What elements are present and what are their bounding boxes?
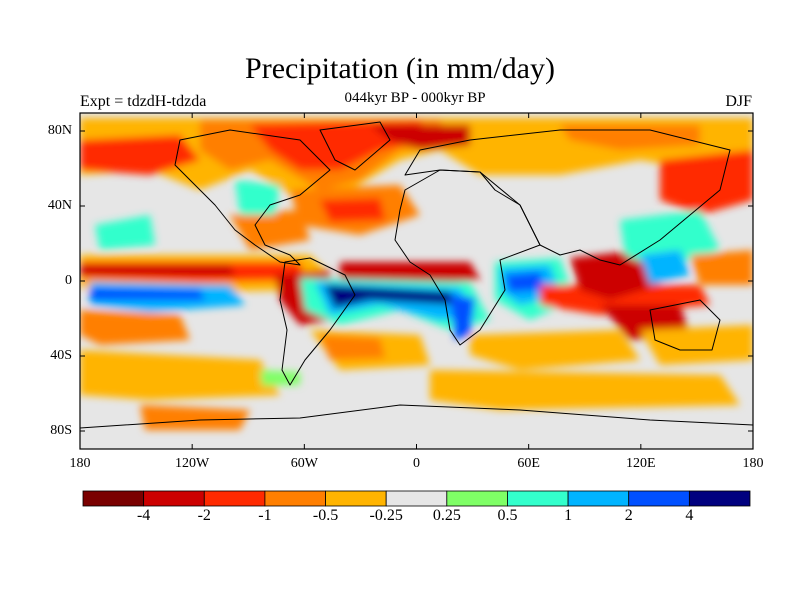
- colorbar-label: 2: [624, 507, 633, 524]
- field-region: [340, 262, 480, 285]
- field-region: [640, 325, 753, 365]
- colorbar-swatch: [567, 490, 630, 507]
- coast-north-america: [174, 129, 331, 266]
- colorbar-swatch: [446, 490, 508, 507]
- colorbar-label: -1: [258, 507, 272, 524]
- map-title: Precipitation (in mm/day): [245, 52, 555, 85]
- field-region: [450, 295, 475, 340]
- field-region: [95, 215, 155, 250]
- field-region: [430, 370, 740, 410]
- lon-label: 120W: [175, 456, 210, 471]
- field-region: [560, 125, 700, 150]
- field-region: [320, 198, 385, 222]
- lat-label: 40N: [47, 198, 72, 213]
- coast-antarctica: [80, 404, 753, 429]
- coast-greenland: [319, 121, 391, 171]
- colorbar-swatch: [628, 490, 690, 507]
- lon-label: 180: [69, 456, 91, 471]
- field-region: [690, 250, 753, 285]
- field-region: [505, 272, 545, 292]
- coast-australia: [649, 299, 721, 351]
- field-region: [80, 135, 200, 175]
- field-layer: [80, 113, 753, 449]
- colorbar-swatch: [82, 490, 145, 507]
- colorbar-swatch: [688, 490, 751, 507]
- coastlines: [80, 121, 753, 429]
- colorbar: [82, 490, 751, 507]
- season-label: DJF: [725, 93, 752, 110]
- experiment-label: Expt = tdzdH-tdzda: [80, 93, 207, 110]
- field-region: [260, 370, 300, 386]
- colorbar-swatch: [143, 490, 205, 507]
- lon-label: 120E: [626, 456, 656, 471]
- field-region: [370, 125, 470, 150]
- colorbar-swatch: [203, 490, 266, 507]
- colorbar-label: 4: [685, 507, 694, 524]
- lat-label: 0: [65, 273, 72, 288]
- field-region: [640, 250, 690, 285]
- coast-south-america: [279, 257, 356, 386]
- colorbar-swatch: [325, 490, 387, 507]
- field-region: [660, 150, 753, 215]
- field-region: [230, 210, 310, 250]
- lon-label: 60E: [517, 456, 540, 471]
- lat-label: 40S: [50, 348, 72, 363]
- colorbar-label: -4: [136, 507, 151, 524]
- colorbar-swatch: [385, 490, 448, 507]
- field-region: [325, 285, 460, 308]
- field-region: [320, 335, 385, 360]
- lon-label: 180: [742, 456, 764, 471]
- colorbar-swatch: [507, 490, 569, 507]
- field-region: [80, 265, 235, 276]
- lon-label: 0: [413, 456, 420, 471]
- coast-eurasia: [404, 129, 731, 266]
- field-region: [80, 310, 190, 345]
- lat-label: 80N: [47, 123, 72, 138]
- coast-africa: [394, 169, 541, 346]
- colorbar-label: -0.25: [369, 507, 403, 524]
- lat-label: 80S: [50, 423, 72, 438]
- map-subtitle: 044kyr BP - 000kyr BP: [344, 90, 486, 106]
- colorbar-label: -0.5: [312, 507, 339, 524]
- colorbar-label: 0.25: [432, 507, 461, 524]
- lon-label: 60W: [290, 456, 318, 471]
- field-region: [470, 330, 640, 370]
- field-region: [80, 350, 280, 400]
- colorbar-label: 0.5: [497, 507, 518, 524]
- colorbar-label: -2: [197, 507, 211, 524]
- field-region: [90, 288, 205, 300]
- colorbar-swatch: [264, 490, 326, 507]
- field-region: [235, 180, 280, 215]
- field-region: [140, 405, 250, 430]
- colorbar-label: 1: [564, 507, 573, 524]
- field-region: [570, 250, 660, 300]
- axis-ticks: [79, 113, 754, 449]
